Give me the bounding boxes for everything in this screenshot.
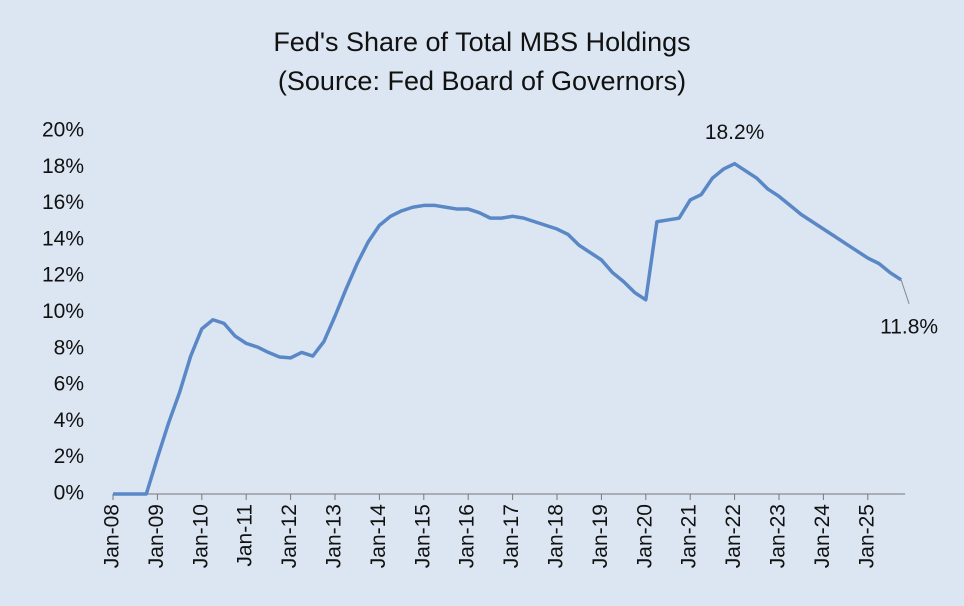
value-label: 18.2% bbox=[705, 121, 765, 144]
chart-title: Fed's Share of Total MBS Holdings bbox=[273, 27, 690, 57]
y-tick-label: 20% bbox=[42, 119, 84, 142]
x-tick-label: Jan-22 bbox=[722, 504, 745, 568]
y-tick-label: 2% bbox=[54, 445, 84, 468]
y-tick-label: 0% bbox=[54, 482, 84, 505]
x-tick-label: Jan-12 bbox=[278, 504, 301, 568]
y-tick-label: 4% bbox=[54, 409, 84, 432]
x-tick-label: Jan-21 bbox=[678, 504, 701, 568]
x-tick-label: Jan-15 bbox=[411, 504, 434, 568]
line bbox=[113, 161, 903, 496]
x-tick-label: Jan-14 bbox=[367, 504, 390, 569]
x-tick-label: Jan-20 bbox=[633, 504, 656, 568]
x-tick-label: Jan-11 bbox=[234, 504, 257, 567]
x-tick-label: Jan-10 bbox=[189, 504, 212, 568]
chart-subtitle: (Source: Fed Board of Governors) bbox=[278, 66, 686, 96]
x-tick-label: Jan-08 bbox=[101, 504, 124, 568]
value-label: 11.8% bbox=[880, 315, 938, 338]
y-tick-label: 6% bbox=[54, 373, 84, 396]
leader-line bbox=[900, 279, 910, 304]
x-tick-label: Jan-18 bbox=[545, 504, 568, 568]
x-tick-label: Jan-13 bbox=[323, 504, 346, 568]
x-tick-label: Jan-23 bbox=[767, 504, 790, 568]
x-tick-label: Jan-17 bbox=[500, 504, 523, 568]
y-tick-label: 14% bbox=[42, 227, 84, 250]
y-tick-label: 16% bbox=[42, 191, 84, 214]
y-tick-label: 8% bbox=[54, 336, 84, 359]
x-tick-label: Jan-09 bbox=[145, 504, 168, 568]
x-tick-label: Jan-16 bbox=[456, 504, 479, 568]
x-tick-label: Jan-19 bbox=[589, 504, 612, 568]
x-tick-label: Jan-24 bbox=[811, 504, 834, 569]
y-tick-label: 12% bbox=[42, 264, 84, 287]
y-tick-label: 18% bbox=[42, 155, 84, 178]
y-tick-label: 10% bbox=[42, 300, 84, 323]
x-tick-label: Jan-25 bbox=[855, 504, 878, 568]
